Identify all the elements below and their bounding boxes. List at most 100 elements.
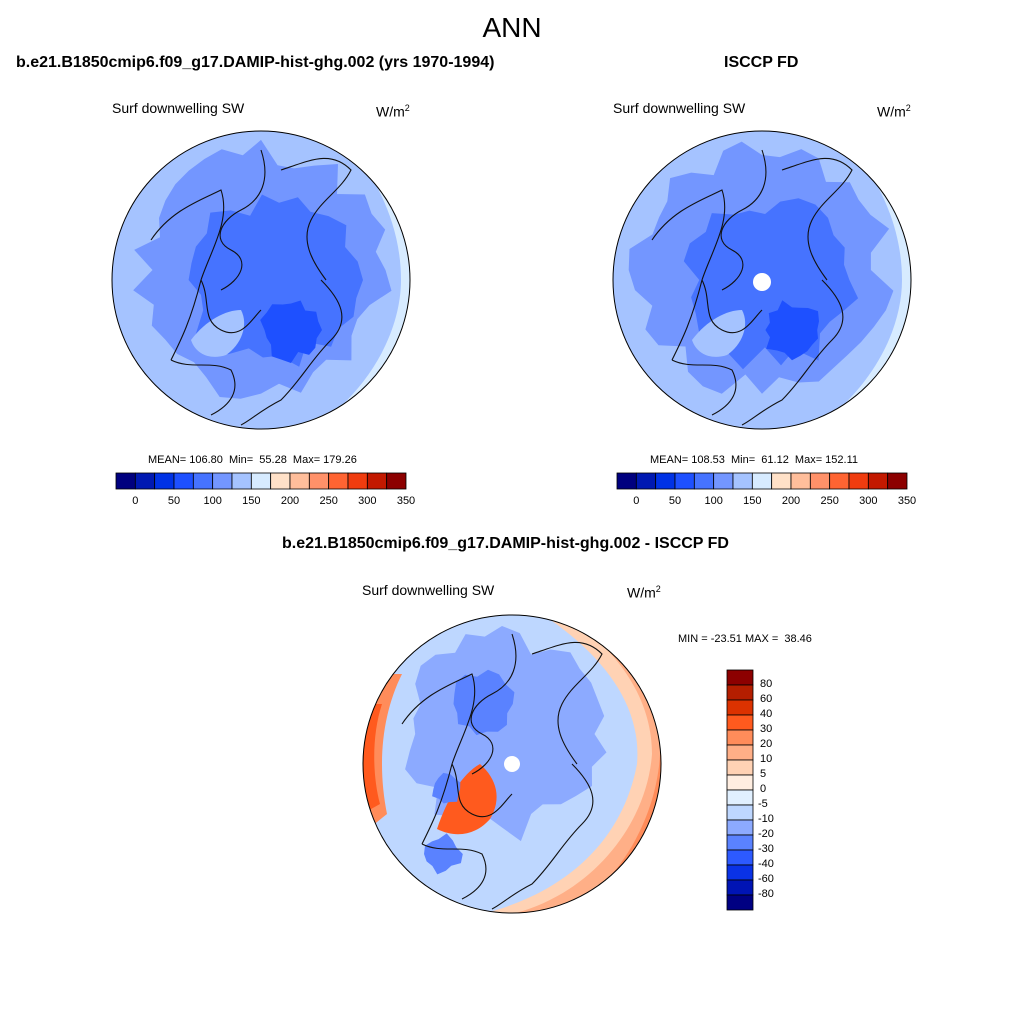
diff-colorbar-swatch	[726, 834, 754, 851]
colorbar-swatch	[655, 472, 676, 490]
colorbar-tick-label: 200	[781, 495, 801, 507]
colorbar-tick-label: 100	[704, 495, 723, 507]
colorbar-tick-label: 350	[396, 495, 416, 507]
colorbar-swatch	[308, 472, 330, 490]
colorbar-swatch	[713, 472, 734, 490]
diff-colorbar-swatch	[726, 729, 754, 746]
coastline	[671, 359, 737, 416]
panel-2-title: ISCCP FD	[724, 54, 799, 71]
coastline	[720, 149, 767, 291]
map-boundary	[111, 130, 411, 430]
diff-colorbar-label: 0	[760, 783, 767, 795]
colorbar-swatch	[115, 472, 136, 490]
colorbar-swatch	[386, 472, 407, 490]
colorbar-swatch	[867, 472, 889, 490]
coastline	[150, 189, 225, 361]
panel-1-colorbar	[115, 472, 407, 490]
panel-2-variable: Surf downwelling SW	[613, 100, 746, 116]
colorbar-swatch	[732, 472, 753, 490]
coastline	[170, 359, 236, 416]
colorbar-tick-label: 300	[859, 495, 878, 507]
panel-2-colorbar-ticks: 0 50 100 150 200 250 300 350	[617, 495, 916, 509]
panel-1-variable: Surf downwelling SW	[112, 100, 245, 116]
colorbar-tick-label: 350	[897, 495, 917, 507]
diff-colorbar-swatch	[726, 849, 754, 866]
pole-missing-data	[753, 273, 771, 291]
diff-colorbar-label: 60	[760, 693, 773, 705]
coastline	[200, 279, 262, 334]
colorbar-swatch	[635, 472, 657, 490]
diff-colorbar-label: 20	[760, 738, 773, 750]
colorbar-swatch	[693, 472, 715, 490]
colorbar-swatch	[616, 472, 637, 490]
panel-2-units: W/m2	[877, 103, 911, 120]
colorbar-swatch	[809, 472, 831, 490]
colorbar-tick-label: 200	[280, 495, 300, 507]
main-title: ANN	[482, 12, 542, 43]
coastline	[280, 157, 352, 281]
diff-colorbar-swatch	[726, 684, 754, 701]
colorbar-swatch	[790, 472, 811, 490]
diff-colorbar-swatch	[726, 744, 754, 761]
colorbar-tick-label: 50	[668, 495, 682, 507]
diff-colorbar-label: -30	[758, 843, 774, 855]
diff-colorbar-label: -20	[758, 828, 774, 840]
panel-1-colorbar-ticks: 0 50 100 150 200 250 300 350	[116, 495, 415, 509]
panel-1-title: b.e21.B1850cmip6.f09_g17.DAMIP-hist-ghg.…	[16, 54, 495, 71]
colorbar-swatch	[289, 472, 310, 490]
coastline	[240, 279, 343, 426]
colorbar-tick-label: 0	[633, 495, 640, 507]
diff-colorbar-swatch	[726, 789, 754, 806]
colorbar-swatch	[848, 472, 869, 490]
map-boundary	[362, 614, 662, 914]
coastline	[651, 189, 726, 361]
coastline	[470, 633, 517, 775]
diff-colorbar	[726, 669, 754, 911]
panel-2-stats: MEAN= 108.53 Min= 61.12 Max= 152.11	[650, 454, 859, 466]
diff-colorbar-label: 10	[760, 753, 773, 765]
colorbar-swatch	[134, 472, 156, 490]
diff-colorbar-swatch	[726, 669, 754, 686]
colorbar-swatch	[751, 472, 773, 490]
diff-colorbar-swatch	[726, 804, 754, 821]
coastline	[451, 763, 513, 818]
colorbar-swatch	[270, 472, 291, 490]
colorbar-swatch	[347, 472, 368, 490]
colorbar-swatch	[231, 472, 252, 490]
diff-colorbar-label: -40	[758, 858, 774, 870]
colorbar-swatch	[328, 472, 349, 490]
colorbar-tick-label: 50	[167, 495, 181, 507]
colorbar-tick-label: 100	[203, 495, 222, 507]
diff-colorbar-label: 80	[760, 678, 773, 690]
diff-panel-units: W/m2	[627, 584, 661, 601]
diff-colorbar-labels: 80 60 40 30 20 10 5 0 -5 -10 -20 -30 -40 -60 -80	[758, 670, 800, 910]
colorbar-tick-label: 0	[132, 495, 139, 507]
diff-colorbar-swatch	[726, 699, 754, 716]
colorbar-swatch	[154, 472, 175, 490]
panel-1-polar-map	[111, 130, 411, 430]
colorbar-swatch	[212, 472, 233, 490]
coastline	[421, 843, 487, 900]
diff-panel-title: b.e21.B1850cmip6.f09_g17.DAMIP-hist-ghg.…	[282, 535, 729, 552]
panel-2-colorbar	[616, 472, 908, 490]
diff-colorbar-swatch	[726, 759, 754, 776]
diff-colorbar-swatch	[726, 894, 754, 911]
coastline	[701, 279, 763, 334]
diff-colorbar-swatch	[726, 819, 754, 836]
colorbar-swatch	[829, 472, 850, 490]
diff-colorbar-label: -60	[758, 873, 774, 885]
diff-colorbar-label: -5	[758, 798, 768, 810]
panel-1-stats: MEAN= 106.80 Min= 55.28 Max= 179.26	[148, 454, 357, 466]
colorbar-swatch	[771, 472, 792, 490]
colorbar-swatch	[674, 472, 695, 490]
diff-colorbar-label: -10	[758, 813, 774, 825]
map-boundary	[612, 130, 912, 430]
diff-colorbar-swatch	[726, 774, 754, 791]
coastline	[741, 279, 844, 426]
diff-colorbar-swatch	[726, 714, 754, 731]
colorbar-swatch	[887, 472, 908, 490]
pole-missing-data	[504, 756, 520, 772]
diff-colorbar-label: 5	[760, 768, 767, 780]
diff-panel-minmax: MIN = -23.51 MAX = 38.46	[678, 633, 812, 645]
colorbar-tick-label: 300	[358, 495, 377, 507]
